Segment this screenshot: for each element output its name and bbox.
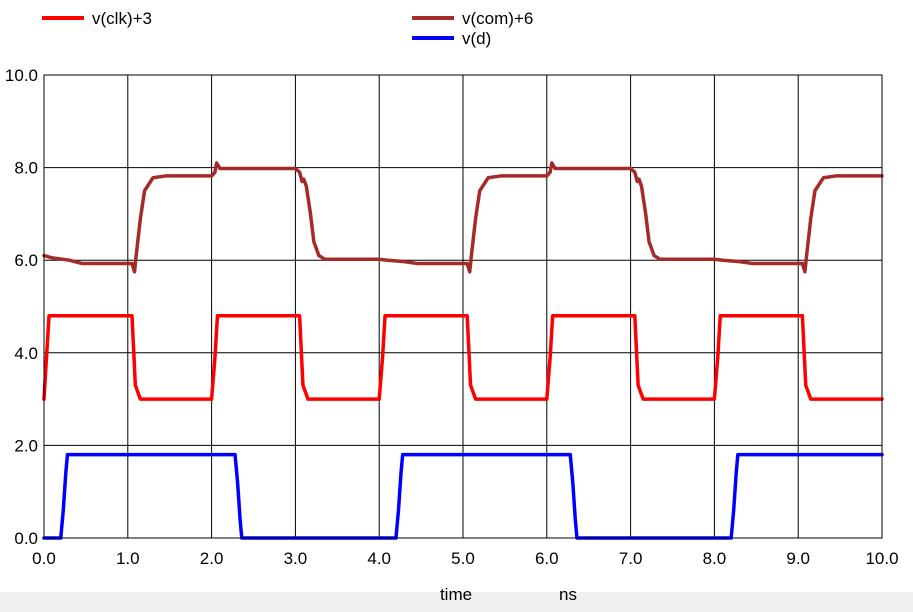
x-tick-label: 4.0 <box>367 549 391 568</box>
legend-label-d: v(d) <box>462 29 491 48</box>
y-tick-label: 2.0 <box>14 436 38 455</box>
legend-label-clk: v(clk)+3 <box>92 9 152 28</box>
status-strip <box>0 592 913 612</box>
x-tick-label: 10.0 <box>865 549 898 568</box>
y-tick-label: 6.0 <box>14 251 38 270</box>
x-tick-label: 6.0 <box>535 549 559 568</box>
grid <box>43 74 883 539</box>
x-tick-label: 8.0 <box>703 549 727 568</box>
y-tick-label: 10.0 <box>5 66 38 85</box>
plot-frame <box>43 74 883 539</box>
x-tick-label: 1.0 <box>116 549 140 568</box>
series-line-clk <box>42 314 884 401</box>
legend-entry-d[interactable]: v(d) <box>412 29 491 48</box>
x-tick-label: 9.0 <box>786 549 810 568</box>
series-line-com <box>42 161 884 274</box>
x-tick-label: 2.0 <box>200 549 224 568</box>
x-tick-label: 5.0 <box>451 549 475 568</box>
y-tick-label: 8.0 <box>14 159 38 178</box>
series-layer <box>42 161 884 540</box>
x-tick-label: 3.0 <box>284 549 308 568</box>
legend: v(clk)+3 v(com)+6 v(d) <box>42 9 533 48</box>
x-axis-unit: ns <box>559 585 577 604</box>
y-tick-labels: 0.0 2.0 4.0 6.0 8.0 10.0 <box>5 66 38 548</box>
y-tick-label: 0.0 <box>14 529 38 548</box>
x-tick-label: 7.0 <box>619 549 643 568</box>
y-tick-label: 4.0 <box>14 344 38 363</box>
x-tick-label: 0.0 <box>32 549 56 568</box>
legend-entry-clk[interactable]: v(clk)+3 <box>42 9 152 28</box>
legend-label-com: v(com)+6 <box>462 9 533 28</box>
series-line-d <box>42 452 884 540</box>
x-tick-labels: 0.0 1.0 2.0 3.0 4.0 5.0 6.0 7.0 8.0 9.0 10.0 <box>32 549 898 568</box>
x-axis-label: time <box>440 585 472 604</box>
legend-entry-com[interactable]: v(com)+6 <box>412 9 533 28</box>
